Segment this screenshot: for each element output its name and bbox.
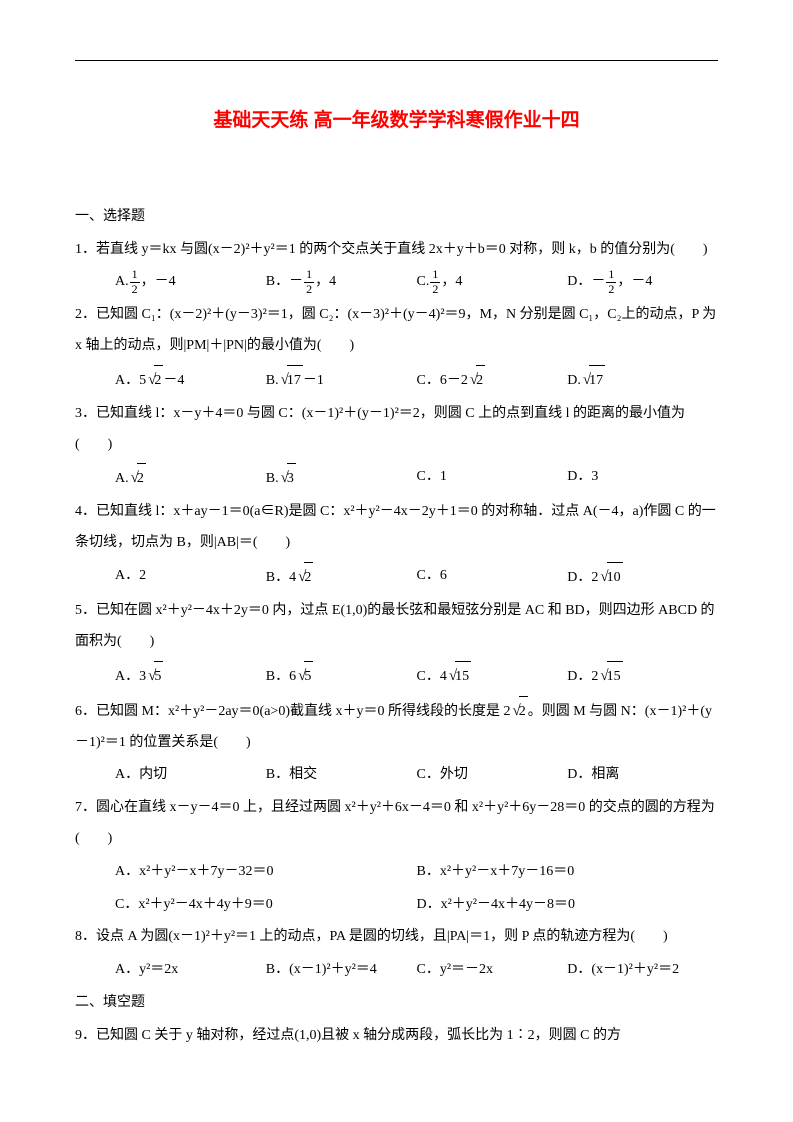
question-5: 5．已知在圆 x²＋y²－4x＋2y＝0 内，过点 E(1,0)的最长弦和最短弦…: [75, 596, 718, 658]
q6-opt-a: A．内切: [115, 760, 266, 791]
question-9: 9．已知圆 C 关于 y 轴对称，经过点(1,0)且被 x 轴分成两段，弧长比为…: [75, 1021, 718, 1052]
q1-opt-a: A.12，－4: [115, 267, 266, 298]
q8-opt-d: D．(x－1)²＋y²＝2: [567, 955, 718, 986]
q8-opt-a: A．y²＝2x: [115, 955, 266, 986]
q7-options-row1: A．x²＋y²－x＋7y－32＝0 B．x²＋y²－x＋7y－16＝0: [75, 857, 718, 888]
q4-opt-d: D．210: [567, 561, 718, 594]
q7-opt-c: C．x²＋y²－4x＋4y＋9＝0: [115, 890, 417, 921]
sqrt: 5: [296, 660, 313, 693]
sqrt: 2: [146, 364, 163, 397]
q8-opt-c: C．y²＝－2x: [417, 955, 568, 986]
q2-options: A．52－4 B.17－1 C．6－22 D.17: [75, 364, 718, 397]
q4-opt-c: C．6: [417, 561, 568, 594]
q2-opt-b: B.17－1: [266, 364, 417, 397]
question-6: 6．已知圆 M：x²＋y²－2ay＝0(a>0)截直线 x＋y＝0 所得线段的长…: [75, 695, 718, 759]
q4-options: A．2 B．42 C．6 D．210: [75, 561, 718, 594]
sqrt: 5: [146, 660, 163, 693]
q2-opt-d: D.17: [567, 364, 718, 397]
page-title: 基础天天练 高一年级数学学科寒假作业十四: [75, 100, 718, 142]
q3-opt-b: B.3: [266, 462, 417, 495]
sqrt: 3: [279, 462, 296, 495]
q2-opt-a: A．52－4: [115, 364, 266, 397]
q7-opt-b: B．x²＋y²－x＋7y－16＝0: [417, 857, 719, 888]
question-7: 7．圆心在直线 x－y－4＝0 上，且经过两圆 x²＋y²＋6x－4＝0 和 x…: [75, 793, 718, 855]
q4-opt-b: B．42: [266, 561, 417, 594]
section-1-heading: 一、选择题: [75, 202, 718, 233]
fraction: 12: [606, 268, 616, 295]
q2-opt-c: C．6－22: [417, 364, 568, 397]
q5-opt-a: A．35: [115, 660, 266, 693]
q3-opt-a: A.2: [115, 462, 266, 495]
q5-options: A．35 B．65 C．415 D．215: [75, 660, 718, 693]
q3-opt-d: D．3: [567, 462, 718, 495]
q8-options: A．y²＝2x B．(x－1)²＋y²＝4 C．y²＝－2x D．(x－1)²＋…: [75, 955, 718, 986]
question-4: 4．已知直线 l：x＋ay－1＝0(a∈R)是圆 C：x²＋y²－4x－2y＋1…: [75, 497, 718, 559]
question-3: 3．已知直线 l：x－y＋4＝0 与圆 C：(x－1)²＋(y－1)²＝2，则圆…: [75, 399, 718, 461]
sqrt: 15: [447, 660, 471, 693]
q6-opt-b: B．相交: [266, 760, 417, 791]
sqrt: 10: [598, 561, 622, 594]
q5-opt-d: D．215: [567, 660, 718, 693]
q1-opt-c: C.12，4: [417, 267, 568, 298]
sqrt: 17: [279, 364, 303, 397]
fraction: 12: [430, 268, 440, 295]
q6-opt-c: C．外切: [417, 760, 568, 791]
q7-opt-a: A．x²＋y²－x＋7y－32＝0: [115, 857, 417, 888]
q5-opt-b: B．65: [266, 660, 417, 693]
sqrt: 15: [598, 660, 622, 693]
sqrt: 17: [581, 364, 605, 397]
q4-opt-a: A．2: [115, 561, 266, 594]
question-2: 2．已知圆 C₁：(x－2)²＋(y－3)²＝1，圆 C₂：(x－3)²＋(y－…: [75, 300, 718, 362]
q6-opt-d: D．相离: [567, 760, 718, 791]
q5-opt-c: C．415: [417, 660, 568, 693]
sqrt: 2: [129, 462, 146, 495]
top-rule: [75, 60, 718, 61]
q7-opt-d: D．x²＋y²－4x＋4y－8＝0: [417, 890, 719, 921]
q3-opt-c: C．1: [417, 462, 568, 495]
q3-options: A.2 B.3 C．1 D．3: [75, 462, 718, 495]
q1-opt-b: B．－12，4: [266, 267, 417, 298]
question-8: 8．设点 A 为圆(x－1)²＋y²＝1 上的动点，PA 是圆的切线，且|PA|…: [75, 922, 718, 953]
q1-opt-d: D．－12，－4: [567, 267, 718, 298]
q7-options-row2: C．x²＋y²－4x＋4y＋9＝0 D．x²＋y²－4x＋4y－8＝0: [75, 890, 718, 921]
question-1: 1．若直线 y＝kx 与圆(x－2)²＋y²＝1 的两个交点关于直线 2x＋y＋…: [75, 235, 718, 266]
fraction: 12: [130, 268, 140, 295]
sqrt: 2: [296, 561, 313, 594]
sqrt: 2: [511, 695, 528, 728]
fraction: 12: [304, 268, 314, 295]
q1-options: A.12，－4 B．－12，4 C.12，4 D．－12，－4: [75, 267, 718, 298]
section-2-heading: 二、填空题: [75, 988, 718, 1019]
sqrt: 2: [468, 364, 485, 397]
q6-options: A．内切 B．相交 C．外切 D．相离: [75, 760, 718, 791]
q8-opt-b: B．(x－1)²＋y²＝4: [266, 955, 417, 986]
